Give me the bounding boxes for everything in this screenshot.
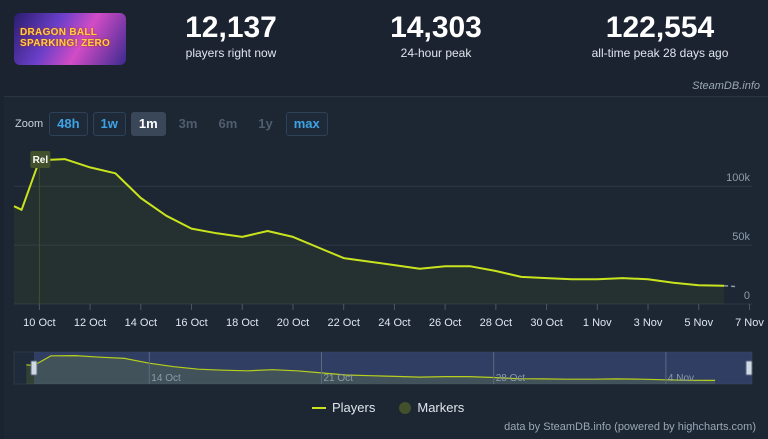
stat-alltime-peak: 122,554 all-time peak 28 days ago bbox=[560, 11, 760, 61]
players-series-line[interactable] bbox=[13, 158, 725, 287]
y-tick-label-1: 50k bbox=[732, 231, 750, 243]
zoom-max-button[interactable]: max bbox=[285, 112, 328, 136]
zoom-controls: Zoom 48h 1w 1m 3m 6m 1y max bbox=[15, 112, 333, 136]
y-tick-label-0: 0 bbox=[744, 290, 750, 302]
navigator-tick-label-1: 21 Oct bbox=[324, 373, 354, 384]
navigator-handle-left[interactable] bbox=[30, 360, 38, 376]
navigator-tick-label-3: 4 Nov bbox=[668, 373, 694, 384]
x-tick-label-0: 10 Oct bbox=[23, 317, 55, 329]
x-tick-label-6: 22 Oct bbox=[327, 317, 359, 329]
stat-current-value: 12,137 bbox=[185, 11, 277, 44]
zoom-48h-button[interactable]: 48h bbox=[49, 112, 88, 136]
header: DRAGON BALL SPARKING! ZERO 12,137 player… bbox=[0, 0, 768, 78]
zoom-label: Zoom bbox=[15, 118, 44, 130]
zoom-1m-button[interactable]: 1m bbox=[130, 112, 166, 136]
x-tick-label-12: 3 Nov bbox=[634, 317, 663, 329]
marker-release-label: Rel bbox=[33, 155, 49, 166]
legend-markers-label[interactable]: Markers bbox=[417, 400, 465, 415]
steamdb-credit-top[interactable]: SteamDB.info bbox=[692, 80, 760, 92]
legend-markers-swatch bbox=[399, 401, 412, 414]
x-tick-label-8: 26 Oct bbox=[429, 317, 461, 329]
navigator-handle-right[interactable] bbox=[745, 360, 753, 376]
x-tick-label-14: 7 Nov bbox=[735, 317, 764, 329]
players-area bbox=[14, 159, 725, 304]
zoom-3m-button: 3m bbox=[178, 116, 198, 131]
x-tick-label-7: 24 Oct bbox=[378, 317, 410, 329]
stat-24h-peak-value: 14,303 bbox=[390, 11, 482, 44]
x-tick-label-3: 16 Oct bbox=[175, 317, 207, 329]
stat-current-label: players right now bbox=[185, 46, 277, 60]
stat-current: 12,137 players right now bbox=[170, 11, 292, 61]
x-tick-label-10: 30 Oct bbox=[530, 317, 562, 329]
stat-alltime-peak-label: all-time peak 28 days ago bbox=[591, 46, 729, 60]
game-thumbnail[interactable]: DRAGON BALL SPARKING! ZERO bbox=[14, 13, 126, 65]
game-logo-text: DRAGON BALL SPARKING! ZERO bbox=[20, 27, 111, 49]
chart-legend: Players Markers bbox=[312, 400, 464, 415]
zoom-1y-button: 1y bbox=[258, 116, 273, 131]
x-tick-label-2: 14 Oct bbox=[125, 317, 157, 329]
navigator-tick-label-0: 14 Oct bbox=[151, 373, 181, 384]
zoom-1w-button[interactable]: 1w bbox=[92, 112, 126, 136]
navigator-series-line bbox=[26, 354, 716, 381]
stat-alltime-peak-value: 122,554 bbox=[605, 11, 715, 44]
chart-credit[interactable]: data by SteamDB.info (powered by highcha… bbox=[504, 421, 756, 433]
legend-players-label[interactable]: Players bbox=[332, 400, 376, 415]
x-tick-label-11: 1 Nov bbox=[583, 317, 612, 329]
stat-24h-peak: 14,303 24-hour peak bbox=[375, 11, 497, 61]
legend-players-swatch bbox=[312, 406, 326, 409]
zoom-6m-button: 6m bbox=[218, 116, 238, 131]
navigator-area bbox=[26, 355, 716, 384]
x-tick-label-9: 28 Oct bbox=[480, 317, 512, 329]
y-tick-label-2: 100k bbox=[726, 172, 750, 184]
x-tick-label-1: 12 Oct bbox=[74, 317, 106, 329]
marker-release-flag[interactable] bbox=[30, 151, 51, 168]
x-tick-label-4: 18 Oct bbox=[226, 317, 258, 329]
stat-24h-peak-label: 24-hour peak bbox=[400, 46, 472, 60]
x-tick-label-5: 20 Oct bbox=[277, 317, 309, 329]
navigator-tick-label-2: 28 Oct bbox=[496, 373, 526, 384]
x-tick-label-13: 5 Nov bbox=[684, 317, 713, 329]
players-projection-dashed bbox=[724, 284, 739, 288]
